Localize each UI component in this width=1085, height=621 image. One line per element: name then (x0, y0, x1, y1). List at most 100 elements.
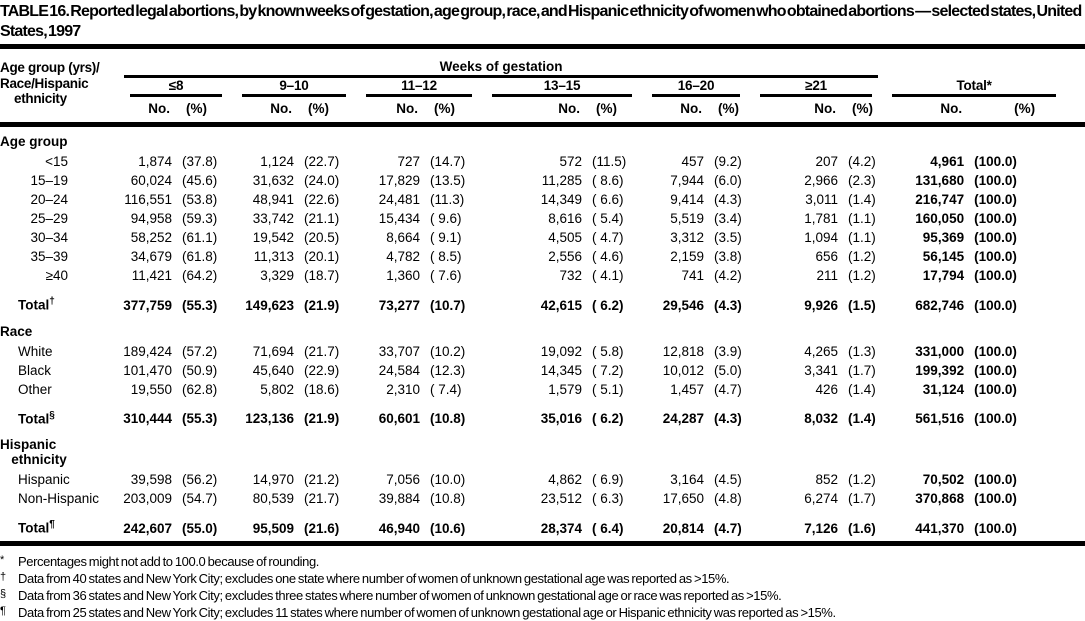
pct-cell: ( 8.6) (582, 171, 642, 190)
col-group-9-10: 9–10 (232, 78, 356, 97)
no-cell: 682,746 (882, 285, 964, 315)
row-label: 15–19 (0, 171, 120, 190)
no-cell: 2,159 (642, 247, 704, 266)
pct-cell: (10.8) (420, 489, 482, 508)
spacer-cell (1026, 470, 1085, 489)
pct-cell: (57.2) (172, 342, 232, 361)
col-group-16-20: 16–20 (642, 78, 750, 97)
pct-header: (%) (172, 97, 232, 125)
pct-cell: (62.8) (172, 380, 232, 399)
no-cell: 19,092 (482, 342, 582, 361)
footnote-symbol: § (0, 586, 18, 603)
spacer-cell (1026, 266, 1085, 285)
footnote-text: Data from 36 states and New York City; e… (18, 587, 1085, 604)
no-cell: 17,650 (642, 489, 704, 508)
pct-cell: (1.6) (838, 508, 882, 538)
no-cell: 199,392 (882, 361, 964, 380)
footnote-text: Data from 40 states and New York City; e… (18, 570, 1085, 587)
pct-cell: (6.0) (704, 171, 750, 190)
no-cell: 31,632 (232, 171, 294, 190)
pct-cell: (1.4) (838, 190, 882, 209)
no-cell: 1,579 (482, 380, 582, 399)
no-cell: 73,277 (356, 285, 420, 315)
pct-cell: ( 6.9) (582, 470, 642, 489)
pct-cell: (100.0) (964, 470, 1026, 489)
no-cell: 94,958 (120, 209, 172, 228)
pct-cell: (55.3) (172, 399, 232, 429)
section-row: Race (0, 315, 1085, 342)
no-cell: 12,818 (642, 342, 704, 361)
no-cell: 23,512 (482, 489, 582, 508)
spacer-cell (1026, 228, 1085, 247)
row-label: 25–29 (0, 209, 120, 228)
spacer-cell (1026, 171, 1085, 190)
no-cell: 29,546 (642, 285, 704, 315)
no-cell: 331,000 (882, 342, 964, 361)
section-title-hispanic-ethnicity: Hispanic ethnicity (0, 428, 1085, 470)
pct-cell: (9.2) (704, 152, 750, 171)
pct-cell: ( 4.6) (582, 247, 642, 266)
no-cell: 5,802 (232, 380, 294, 399)
no-cell: 58,252 (120, 228, 172, 247)
no-cell: 3,312 (642, 228, 704, 247)
row-label: ≥40 (0, 266, 120, 285)
col-group-gte-21: ≥21 (750, 78, 882, 97)
pct-cell: (3.5) (704, 228, 750, 247)
no-cell: 6,274 (750, 489, 838, 508)
pct-cell: ( 9.6) (420, 209, 482, 228)
spacer-cell (1026, 361, 1085, 380)
abortions-table: Age group (yrs)/ Race/Hispanic ethnicity… (0, 59, 1085, 538)
pct-cell: (100.0) (964, 228, 1026, 247)
pct-cell: (1.2) (838, 470, 882, 489)
no-cell: 377,759 (120, 285, 172, 315)
spacer-cell (1026, 380, 1085, 399)
spacer-cell (1026, 209, 1085, 228)
no-cell: 572 (482, 152, 582, 171)
pct-cell: (10.2) (420, 342, 482, 361)
pct-cell: (10.7) (420, 285, 482, 315)
no-header: No. (356, 97, 420, 125)
no-cell: 561,516 (882, 399, 964, 429)
pct-cell: (22.9) (294, 361, 356, 380)
no-cell: 10,012 (642, 361, 704, 380)
pct-cell: (100.0) (964, 247, 1026, 266)
no-cell: 7,056 (356, 470, 420, 489)
no-cell: 60,601 (356, 399, 420, 429)
pct-cell: ( 6.4) (582, 508, 642, 538)
weeks-of-gestation-spanner: Weeks of gestation (120, 59, 882, 78)
table-title: TABLE 16. Reported legal abortions, by k… (0, 0, 1085, 41)
pct-cell: (10.0) (420, 470, 482, 489)
no-cell: 441,370 (882, 508, 964, 538)
pct-cell: (100.0) (964, 342, 1026, 361)
pct-cell: ( 6.2) (582, 285, 642, 315)
footnote-symbol: ¶ (0, 603, 18, 620)
total-row: Total§310,444(55.3)123,136(21.9)60,601(1… (0, 399, 1085, 429)
no-cell: 11,421 (120, 266, 172, 285)
pct-cell: (22.6) (294, 190, 356, 209)
pct-cell: (21.7) (294, 342, 356, 361)
pct-cell: (4.7) (704, 508, 750, 538)
no-cell: 3,164 (642, 470, 704, 489)
pct-header: (%) (704, 97, 750, 125)
header-subrow: No. (%) No. (%) No. (%) No. (%) No. (%) … (0, 97, 1085, 125)
pct-cell: (4.3) (704, 399, 750, 429)
footnote-symbol: † (0, 569, 18, 586)
pct-cell: (64.2) (172, 266, 232, 285)
row-label: Total† (0, 285, 120, 315)
section-row: Age group (0, 125, 1085, 153)
no-cell: 3,329 (232, 266, 294, 285)
row-label: <15 (0, 152, 120, 171)
no-header: No. (750, 97, 838, 125)
pct-cell: (100.0) (964, 171, 1026, 190)
pct-cell: (20.1) (294, 247, 356, 266)
no-cell: 24,287 (642, 399, 704, 429)
no-cell: 95,369 (882, 228, 964, 247)
no-cell: 24,481 (356, 190, 420, 209)
pct-cell: (21.2) (294, 470, 356, 489)
